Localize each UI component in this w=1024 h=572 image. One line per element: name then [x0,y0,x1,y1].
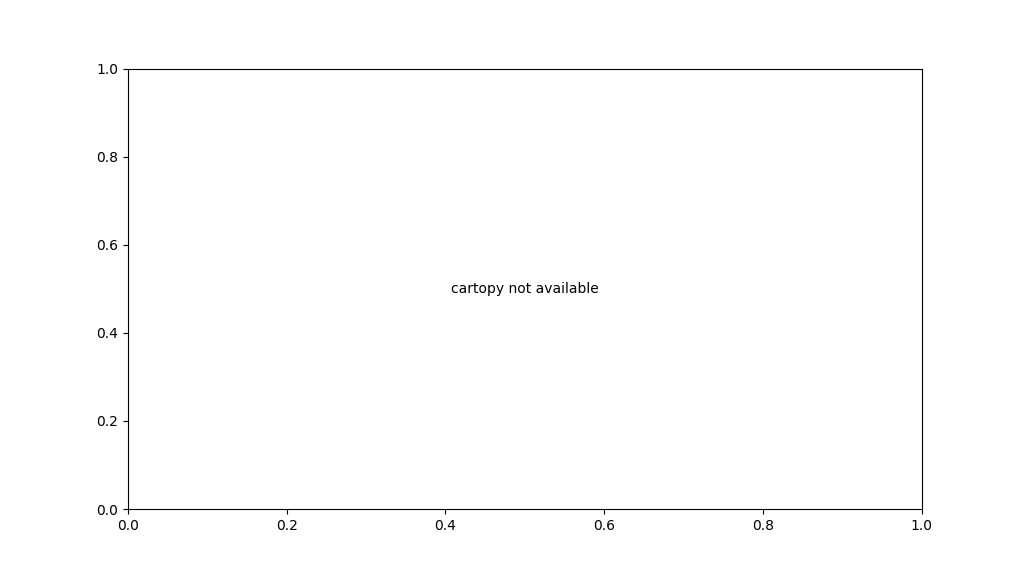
Text: cartopy not available: cartopy not available [451,282,599,296]
